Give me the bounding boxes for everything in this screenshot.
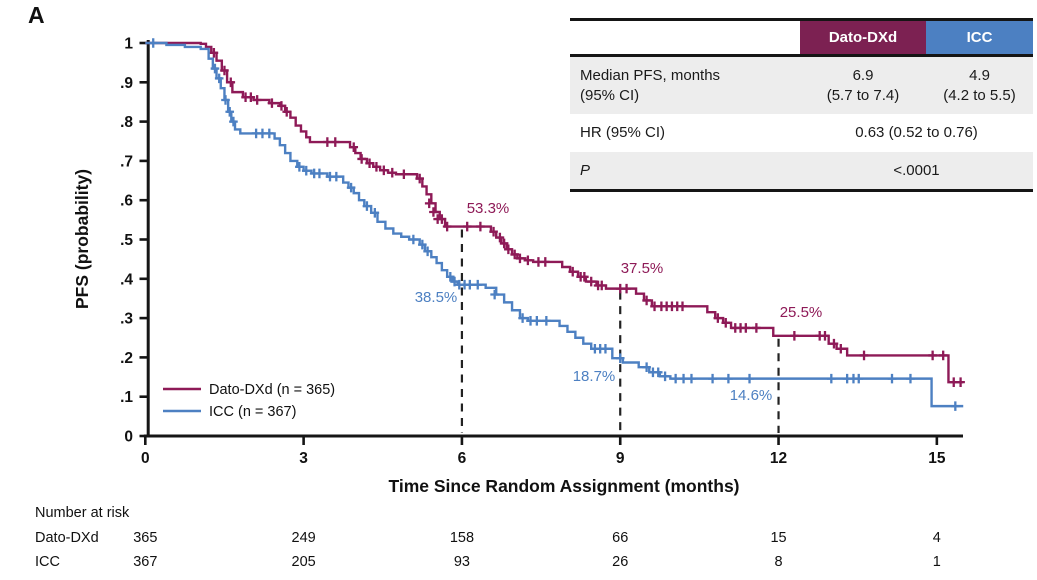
at-risk-title: Number at risk xyxy=(35,505,130,521)
annotation-25.5pct: 25.5% xyxy=(780,304,823,321)
x-axis-title: Time Since Random Assignment (months) xyxy=(388,476,739,496)
legend-label-icc: ICC (n = 367) xyxy=(209,404,296,420)
at-risk-value: 365 xyxy=(133,530,157,546)
at-risk-value: 249 xyxy=(292,530,316,546)
km-curve-icc xyxy=(145,41,964,408)
x-tick-label: 15 xyxy=(928,450,946,467)
hr-label: HR (95% CI) xyxy=(580,124,666,141)
summary-row-p: P <.0001 xyxy=(570,151,1033,189)
at-risk-value: 1 xyxy=(933,554,941,570)
at-risk-value: 26 xyxy=(612,554,628,570)
at-risk-value: 66 xyxy=(612,530,628,546)
y-tick-label: .2 xyxy=(120,350,133,367)
at-risk-value: 158 xyxy=(450,530,474,546)
summary-header-icc: ICC xyxy=(926,21,1033,54)
p-value: <.0001 xyxy=(893,161,940,179)
annotation-53.3pct: 53.3% xyxy=(467,200,510,217)
legend-label-dato-dxd: Dato-DXd (n = 365) xyxy=(209,382,335,398)
y-tick-label: .5 xyxy=(120,232,133,249)
annotation-14.6pct: 14.6% xyxy=(730,387,773,404)
at-risk-value: 8 xyxy=(775,554,783,570)
y-tick-label: .7 xyxy=(120,153,133,170)
panel-label: A xyxy=(28,2,45,28)
at-risk-value: 205 xyxy=(292,554,316,570)
hr-value: 0.63 (0.52 to 0.76) xyxy=(855,124,978,141)
at-risk-value: 367 xyxy=(133,554,157,570)
y-tick-label: .6 xyxy=(120,193,133,210)
y-tick-label: 1 xyxy=(124,36,133,53)
at-risk-row-label: Dato-DXd xyxy=(35,530,99,546)
x-tick-label: 3 xyxy=(299,450,308,467)
at-risk-value: 4 xyxy=(933,530,941,546)
summary-header-dato-dxd: Dato-DXd xyxy=(800,21,926,54)
summary-table-header: Dato-DXd ICC xyxy=(570,21,1033,57)
censor-marks-dato-dxd xyxy=(209,48,965,387)
annotation-38.5pct: 38.5% xyxy=(415,289,458,306)
y-tick-label: .4 xyxy=(120,271,133,288)
summary-table: Dato-DXd ICC Median PFS, months (95% CI)… xyxy=(570,18,1033,192)
median-pfs-icc-value: 4.9 (4.2 to 5.5) xyxy=(943,67,1016,104)
x-tick-label: 0 xyxy=(141,450,150,467)
at-risk-value: 93 xyxy=(454,554,470,570)
y-tick-label: 0 xyxy=(124,429,133,446)
median-pfs-dato-value: 6.9 (5.7 to 7.4) xyxy=(826,67,900,104)
summary-row-median-pfs: Median PFS, months (95% CI) 6.9 (5.7 to … xyxy=(570,57,1033,114)
y-tick-label: .1 xyxy=(120,389,133,406)
summary-header-empty xyxy=(570,21,800,54)
at-risk-value: 15 xyxy=(770,530,786,546)
at-risk-row-label: ICC xyxy=(35,554,60,570)
y-tick-label: .8 xyxy=(120,114,133,131)
median-pfs-label: Median PFS, months (95% CI) xyxy=(580,67,721,104)
censor-marks-icc xyxy=(148,38,960,411)
x-tick-label: 9 xyxy=(616,450,625,467)
annotation-18.7pct: 18.7% xyxy=(573,368,616,385)
p-label: P xyxy=(580,161,591,179)
y-tick-label: .3 xyxy=(120,311,133,328)
x-tick-label: 12 xyxy=(770,450,787,467)
y-axis-title: PFS (probability) xyxy=(72,169,92,309)
x-tick-label: 6 xyxy=(458,450,467,467)
annotation-37.5pct: 37.5% xyxy=(621,260,664,277)
y-tick-label: .9 xyxy=(120,75,133,92)
summary-row-hr: HR (95% CI) 0.63 (0.52 to 0.76) xyxy=(570,114,1033,152)
